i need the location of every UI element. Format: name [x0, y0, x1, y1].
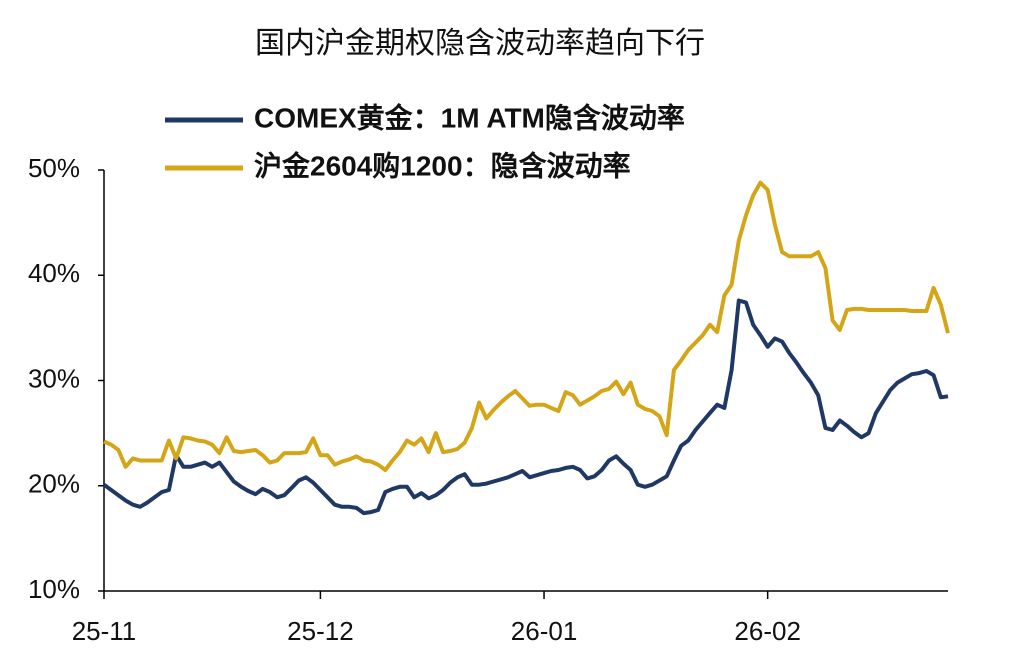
y-tick-label: 30%: [28, 363, 80, 393]
y-tick-label: 10%: [28, 574, 80, 604]
y-tick-label: 40%: [28, 258, 80, 288]
x-tick-label: 26-01: [511, 616, 578, 646]
legend-label: COMEX黄金：1M ATM隐含波动率: [254, 101, 685, 133]
x-tick-label: 25-11: [72, 616, 137, 646]
series-line: [102, 298, 949, 516]
legend-label: 沪金2604购1200：隐含波动率: [254, 149, 631, 181]
y-tick-label: 20%: [28, 469, 80, 499]
x-tick-label: 26-02: [734, 616, 801, 646]
y-tick-label: 50%: [28, 153, 80, 183]
chart-title: 国内沪金期权隐含波动率趋向下行: [255, 27, 705, 60]
series-line: [103, 180, 950, 472]
x-tick-label: 25-12: [287, 616, 354, 646]
